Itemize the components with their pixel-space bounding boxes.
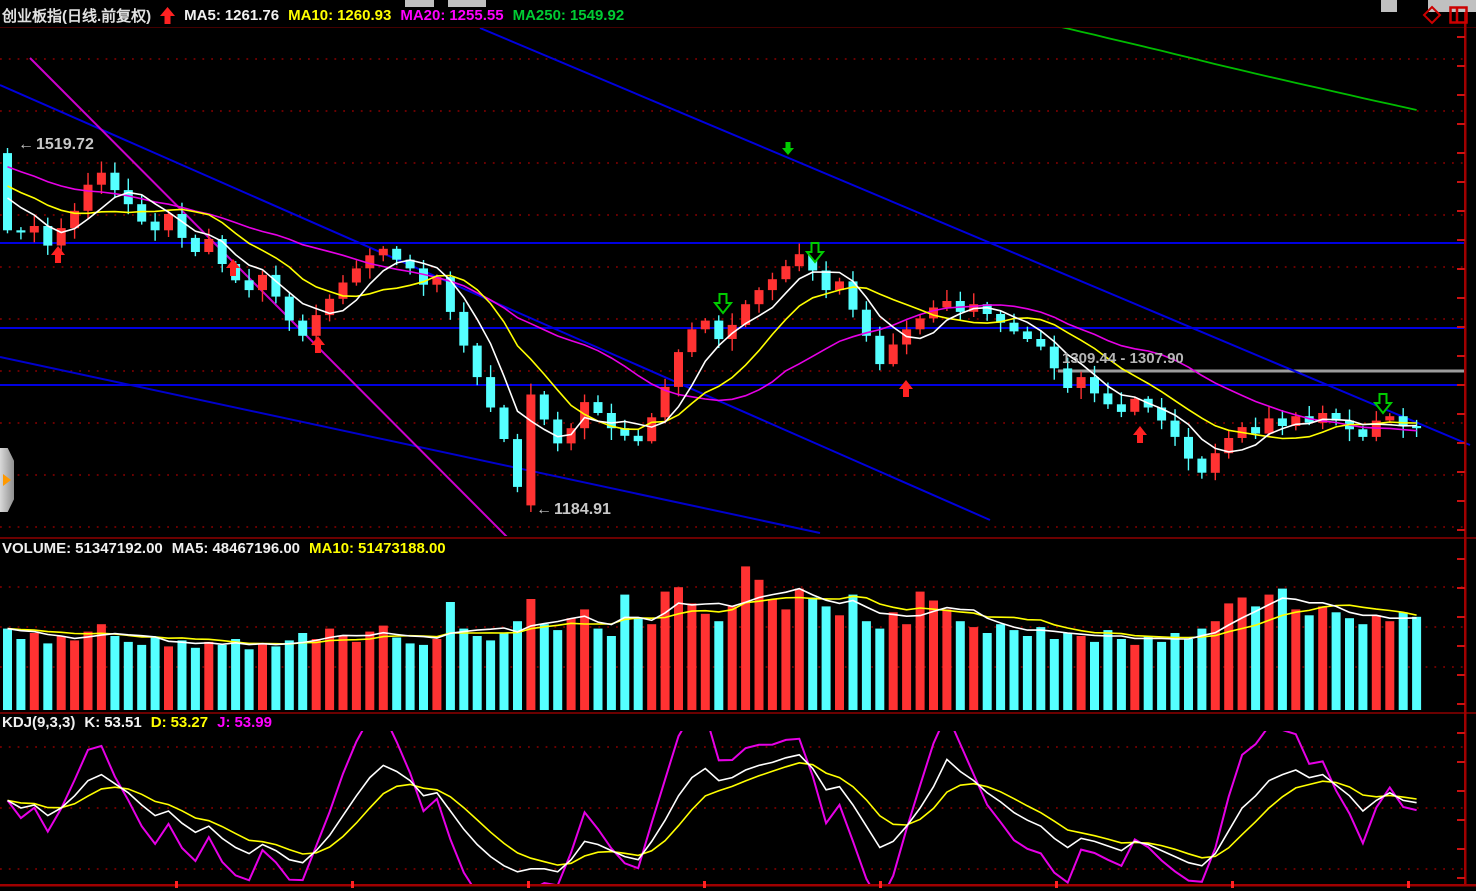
sell-arrow-icon (1372, 393, 1394, 415)
kdj-header: KDJ(9,3,3) K: 53.51 D: 53.27 J: 53.99 (2, 714, 272, 731)
diamond-marker-icon[interactable] (1422, 5, 1442, 25)
buy-arrow-icon (311, 336, 325, 353)
kdj-k-readout: K: 53.51 (84, 714, 142, 731)
main-chart-header: 创业板指(日线.前复权) MA5: 1261.76 MA10: 1260.93 MA… (2, 5, 624, 26)
instrument-title: 创业板指(日线.前复权) (2, 8, 152, 25)
ma250-readout: MA250: 1549.92 (512, 7, 625, 24)
drawn-lines (0, 28, 1471, 536)
left-arrow-glyph: ← (536, 501, 552, 518)
signal-arrow-icon (782, 142, 794, 155)
high-price-annotation: ← 1519.72 (18, 136, 94, 153)
ma5-readout: MA5: 1261.76 (184, 7, 280, 24)
ma-lines (7, 28, 1417, 453)
buy-arrow-icon (899, 380, 913, 397)
kdj-d-readout: D: 53.27 (150, 714, 209, 731)
split-window-icon[interactable] (1449, 5, 1468, 25)
low-price-annotation: ← 1184.91 (536, 501, 611, 518)
volume-ma-lines (7, 587, 1417, 646)
axes (0, 8, 1476, 888)
kdj-j-readout: J: 53.99 (217, 714, 272, 731)
kdj-indicator-label: KDJ(9,3,3) (2, 714, 76, 731)
kdj-lines (6, 731, 1417, 885)
corner-toolbar (1422, 5, 1468, 25)
volume-ma10-readout: MA10: 51473188.00 (309, 540, 446, 557)
expand-arrow-icon (3, 474, 11, 486)
window-edge-fragment (448, 0, 486, 7)
volume-header: VOLUME: 51347192.00 MA5: 48467196.00 MA10:… (2, 540, 446, 557)
ma10-readout: MA10: 1260.93 (288, 7, 392, 24)
panel-expand-handle[interactable] (0, 448, 14, 512)
window-edge-fragment (1381, 0, 1397, 12)
left-arrow-glyph: ← (18, 136, 34, 153)
gridlines (0, 58, 1466, 870)
up-arrow-icon (160, 7, 176, 24)
volume-ma5-readout: MA5: 48467196.00 (171, 540, 301, 557)
buy-arrow-icon (1133, 426, 1147, 443)
volume-series (3, 566, 1422, 710)
price-range-annotation: 1309.44 - 1307.90 (1062, 350, 1184, 367)
signal-markers (51, 142, 1394, 443)
buy-arrow-icon (51, 246, 65, 263)
sell-arrow-icon (804, 242, 826, 264)
volume-readout: VOLUME: 51347192.00 (2, 540, 163, 557)
buy-arrow-icon (226, 259, 240, 276)
sell-arrow-icon (712, 293, 734, 315)
window-edge-fragment (1428, 0, 1476, 12)
ma20-readout: MA20: 1255.55 (400, 7, 504, 24)
candlestick-series (3, 148, 1422, 512)
window-edge-fragment (405, 0, 434, 7)
